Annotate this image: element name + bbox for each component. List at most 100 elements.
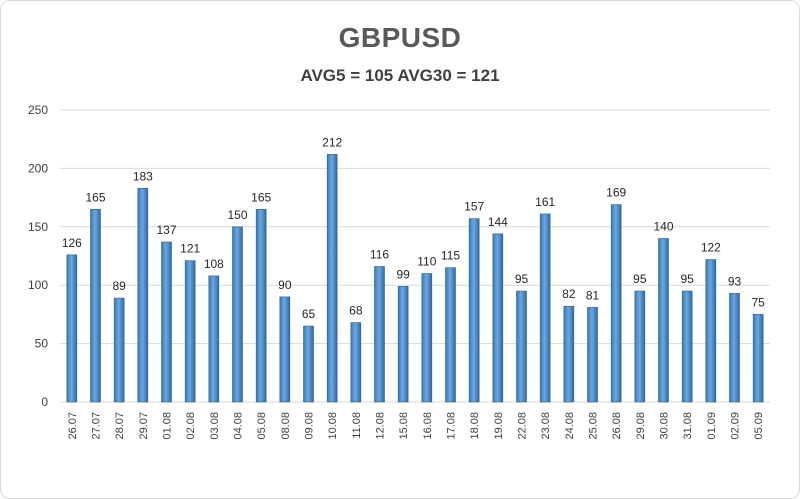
data-label: 169 bbox=[606, 186, 626, 200]
data-label: 165 bbox=[251, 190, 271, 204]
x-tick-label: 12.08 bbox=[375, 412, 387, 440]
x-tick-label: 22.08 bbox=[517, 412, 529, 440]
data-label: 89 bbox=[112, 279, 126, 293]
x-tick-label: 26.08 bbox=[611, 412, 623, 440]
chart-title: GBPUSD bbox=[338, 22, 462, 53]
x-tick-label: 28.07 bbox=[114, 412, 126, 440]
x-tick-label: 29.07 bbox=[138, 412, 150, 440]
y-tick-label: 200 bbox=[28, 161, 48, 175]
bar bbox=[255, 208, 267, 403]
x-tick-label: 23.08 bbox=[540, 412, 552, 440]
data-label: 75 bbox=[751, 295, 765, 309]
data-labels: 126 165 89 183 137 121 108 150 165 90 65 212 68 116 99… bbox=[62, 135, 765, 321]
bar bbox=[539, 213, 551, 403]
x-tick-label: 05.09 bbox=[753, 412, 765, 440]
data-label: 165 bbox=[85, 190, 105, 204]
x-tick-label: 01.08 bbox=[162, 412, 174, 440]
data-label: 137 bbox=[156, 223, 176, 237]
data-label: 95 bbox=[680, 272, 694, 286]
data-label: 99 bbox=[396, 267, 410, 281]
bar bbox=[468, 218, 480, 403]
data-label: 115 bbox=[441, 249, 460, 263]
y-tick-label: 100 bbox=[28, 278, 48, 292]
bars bbox=[66, 154, 764, 403]
data-label: 65 bbox=[302, 307, 316, 321]
bar bbox=[161, 241, 172, 403]
bar bbox=[279, 296, 291, 403]
data-label: 82 bbox=[562, 287, 576, 301]
x-tick-label: 27.07 bbox=[91, 412, 103, 440]
x-tick-label: 18.08 bbox=[469, 412, 481, 440]
data-label: 95 bbox=[515, 272, 529, 286]
x-tick-label: 04.08 bbox=[233, 412, 245, 440]
bar bbox=[350, 322, 362, 403]
y-tick-label: 150 bbox=[28, 220, 48, 234]
x-tick-label: 10.08 bbox=[327, 412, 339, 440]
x-tick-label: 02.09 bbox=[730, 412, 742, 440]
data-label: 121 bbox=[180, 242, 200, 256]
data-label: 212 bbox=[322, 135, 342, 149]
bar bbox=[729, 293, 740, 403]
bar bbox=[752, 314, 764, 403]
bar bbox=[492, 233, 504, 403]
data-label: 93 bbox=[728, 274, 742, 288]
bar bbox=[445, 267, 456, 403]
y-axis-ticks: 0 50 100 150 200 250 bbox=[28, 103, 48, 409]
bar bbox=[66, 254, 78, 403]
bar bbox=[208, 275, 220, 403]
x-axis-ticks: 26.07 27.07 28.07 29.07 01.08 02.08 03.08 04.08… bbox=[67, 412, 765, 440]
x-tick-label: 03.08 bbox=[209, 412, 221, 440]
bar bbox=[421, 273, 433, 403]
x-tick-label: 19.08 bbox=[493, 412, 505, 440]
data-label: 110 bbox=[417, 255, 436, 269]
x-tick-label: 29.08 bbox=[635, 412, 647, 440]
data-label: 140 bbox=[653, 219, 673, 233]
x-tick-label: 01.09 bbox=[706, 412, 718, 440]
data-label: 122 bbox=[701, 241, 721, 255]
data-label: 144 bbox=[488, 215, 508, 229]
bar bbox=[610, 204, 622, 403]
x-tick-label: 15.08 bbox=[398, 412, 410, 440]
bar bbox=[563, 305, 575, 403]
chart-subtitle: AVG5 = 105 AVG30 = 121 bbox=[300, 66, 500, 85]
bar bbox=[681, 290, 693, 403]
data-label: 116 bbox=[370, 248, 389, 262]
bar bbox=[587, 307, 598, 403]
x-tick-label: 16.08 bbox=[422, 412, 434, 440]
x-tick-label: 26.07 bbox=[67, 412, 79, 440]
x-tick-label: 02.08 bbox=[185, 412, 197, 440]
data-label: 161 bbox=[535, 195, 555, 209]
bar bbox=[303, 325, 314, 403]
bar bbox=[326, 154, 338, 403]
bar bbox=[184, 260, 196, 403]
bar bbox=[232, 226, 243, 403]
bar bbox=[516, 290, 527, 403]
x-tick-label: 31.08 bbox=[682, 412, 694, 440]
bar bbox=[374, 266, 385, 403]
x-tick-label: 17.08 bbox=[446, 412, 458, 440]
data-label: 68 bbox=[349, 304, 363, 318]
x-tick-label: 05.08 bbox=[256, 412, 268, 440]
y-tick-label: 250 bbox=[28, 103, 48, 117]
y-tick-label: 50 bbox=[35, 337, 49, 351]
x-tick-label: 30.08 bbox=[659, 412, 671, 440]
data-label: 90 bbox=[278, 278, 292, 292]
x-tick-label: 11.08 bbox=[351, 412, 363, 439]
bar bbox=[113, 297, 125, 403]
data-label: 150 bbox=[227, 208, 247, 222]
x-tick-label: 25.08 bbox=[588, 412, 600, 440]
data-label: 157 bbox=[464, 200, 484, 214]
x-tick-label: 08.08 bbox=[280, 412, 292, 440]
data-label: 183 bbox=[133, 169, 153, 183]
bar bbox=[397, 286, 409, 403]
y-tick-label: 0 bbox=[41, 395, 48, 409]
data-label: 108 bbox=[204, 257, 224, 271]
bar bbox=[90, 208, 101, 403]
bar bbox=[658, 238, 669, 403]
x-tick-label: 09.08 bbox=[304, 412, 316, 440]
bar bbox=[705, 259, 717, 403]
data-label: 126 bbox=[62, 236, 82, 250]
gridlines bbox=[60, 109, 770, 403]
x-tick-label: 24.08 bbox=[564, 412, 576, 440]
